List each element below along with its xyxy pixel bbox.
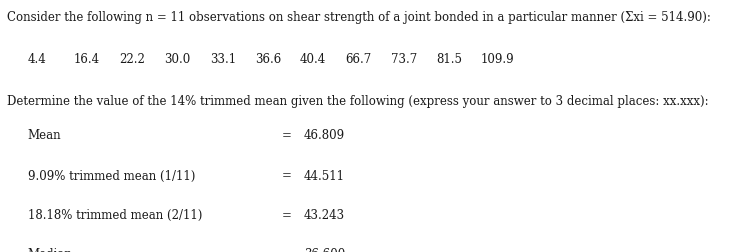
Text: 4.4: 4.4 bbox=[28, 53, 47, 66]
Text: 66.7: 66.7 bbox=[346, 53, 372, 66]
Text: Determine the value of the 14% trimmed mean given the following (express your an: Determine the value of the 14% trimmed m… bbox=[7, 94, 709, 107]
Text: 18.18% trimmed mean (2/11): 18.18% trimmed mean (2/11) bbox=[28, 208, 202, 221]
Text: 44.511: 44.511 bbox=[304, 169, 345, 182]
Text: 22.2: 22.2 bbox=[119, 53, 145, 66]
Text: 73.7: 73.7 bbox=[391, 53, 417, 66]
Text: =: = bbox=[282, 169, 291, 182]
Text: =: = bbox=[282, 208, 291, 221]
Text: =: = bbox=[282, 129, 291, 141]
Text: 30.0: 30.0 bbox=[164, 53, 190, 66]
Text: 9.09% trimmed mean (1/11): 9.09% trimmed mean (1/11) bbox=[28, 169, 195, 182]
Text: Median: Median bbox=[28, 247, 72, 252]
Text: 40.4: 40.4 bbox=[300, 53, 326, 66]
Text: 36.600: 36.600 bbox=[304, 247, 345, 252]
Text: 36.6: 36.6 bbox=[255, 53, 282, 66]
Text: =: = bbox=[282, 247, 291, 252]
Text: 33.1: 33.1 bbox=[210, 53, 236, 66]
Text: 81.5: 81.5 bbox=[436, 53, 463, 66]
Text: 46.809: 46.809 bbox=[304, 129, 345, 141]
Text: 43.243: 43.243 bbox=[304, 208, 345, 221]
Text: 109.9: 109.9 bbox=[481, 53, 515, 66]
Text: Consider the following n = 11 observations on shear strength of a joint bonded i: Consider the following n = 11 observatio… bbox=[7, 11, 712, 24]
Text: 16.4: 16.4 bbox=[73, 53, 100, 66]
Text: Mean: Mean bbox=[28, 129, 61, 141]
